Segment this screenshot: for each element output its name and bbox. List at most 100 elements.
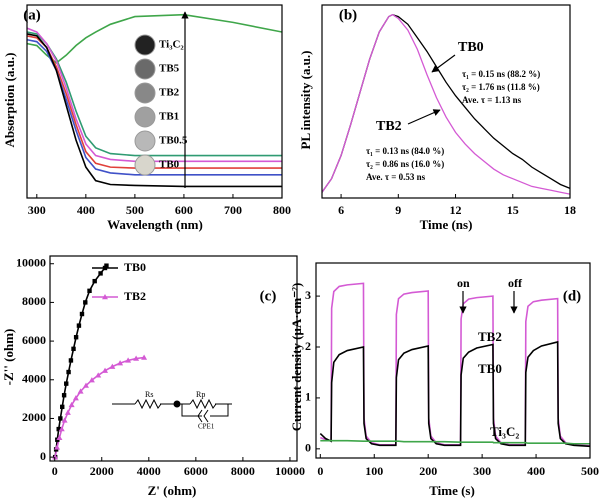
x-tick-label: 100: [365, 464, 383, 478]
sample-swatch: [134, 34, 156, 56]
y-tick-label: 4000: [22, 372, 46, 386]
marker: [76, 323, 82, 328]
marker: [88, 377, 95, 383]
annotation: τ₁ = 0.15 ns (88.2 %): [462, 69, 540, 79]
circuit-label: Rs: [145, 390, 153, 399]
marker: [133, 355, 140, 361]
x-tick-label: 800: [273, 203, 291, 217]
marker: [66, 369, 71, 375]
sample-swatch: [134, 154, 156, 176]
plot-area: [319, 282, 590, 448]
plot-frame: [315, 262, 591, 459]
series-line: [322, 13, 570, 193]
series-line: [27, 38, 282, 176]
marker: [64, 409, 71, 415]
circuit-inset: [112, 398, 232, 423]
marker: [52, 454, 59, 460]
marker: [104, 263, 109, 268]
y-axis-label: -Z'' (ohm): [1, 329, 16, 386]
legend-label: TB1: [159, 111, 179, 123]
marker: [125, 357, 132, 363]
arrow: [407, 109, 441, 125]
sample-swatch: [134, 130, 156, 152]
x-tick-label: 12: [450, 203, 462, 217]
plot-area: [27, 13, 282, 188]
annotation: τ₂ = 0.86 ns (16.0 %): [366, 159, 444, 169]
marker: [141, 354, 148, 360]
marker: [61, 417, 68, 423]
marker: [87, 288, 92, 294]
marker: [79, 311, 85, 317]
marker: [58, 426, 65, 432]
circuit-label: Rp: [196, 390, 205, 399]
plot-frame: [321, 4, 571, 199]
resistor: [189, 398, 217, 410]
marker: [68, 401, 75, 408]
marker: [73, 335, 79, 340]
marker: [82, 382, 89, 388]
marker: [92, 278, 97, 284]
x-tick-label: 10000: [275, 464, 305, 478]
x-tick-label: 15: [507, 203, 519, 217]
plot-frame: [49, 255, 298, 462]
panel-label: (b): [339, 7, 357, 23]
series-line: [320, 282, 590, 447]
y-tick-label: 6000: [22, 333, 46, 347]
y-tick-label: 10000: [16, 255, 46, 269]
legend-label: TB0: [124, 260, 146, 274]
marker: [54, 444, 61, 450]
x-axis-label: Time (ns): [420, 217, 473, 232]
series-line: [322, 13, 570, 195]
x-tick-label: 300: [28, 203, 46, 217]
marker: [83, 300, 88, 305]
y-tick-label: 3: [305, 288, 311, 302]
legend-marker: [102, 265, 108, 271]
legend-label: TB2: [159, 87, 180, 99]
marker: [102, 367, 109, 373]
y-tick-label: 1: [305, 390, 311, 404]
series-line: [27, 33, 282, 188]
x-tick-label: 8000: [231, 464, 255, 478]
x-tick-label: 500: [581, 464, 599, 478]
sample-swatch: [134, 82, 156, 104]
annotation: TB0: [478, 361, 502, 376]
series-line: [27, 27, 282, 163]
marker: [77, 388, 84, 394]
plot-frame: [26, 4, 283, 199]
x-axis-label: Time (s): [429, 483, 475, 498]
marker: [109, 363, 116, 369]
x-tick-label: 18: [564, 203, 576, 217]
marker: [56, 434, 63, 440]
panel-label: (c): [260, 288, 277, 304]
y-tick-label: 0: [305, 441, 311, 455]
x-tick-label: 0: [52, 464, 58, 478]
y-tick-label: 8000: [22, 294, 46, 308]
marker: [98, 271, 103, 276]
y-axis-label: Current density (μA·cm⁻²): [289, 283, 304, 432]
annotation: τ₁ = 0.13 ns (84.0 %): [366, 146, 444, 156]
x-tick-label: 0: [317, 464, 323, 478]
x-axis-label: Z' (ohm): [148, 483, 197, 498]
marker: [60, 404, 65, 410]
y-axis-label: Absorption (a.u.): [2, 53, 17, 148]
marker: [72, 395, 79, 401]
marker: [95, 372, 102, 378]
x-tick-label: 6000: [184, 464, 208, 478]
annotation: Ave. τ = 0.53 ns: [366, 172, 426, 182]
x-tick-label: 4000: [137, 464, 161, 478]
legend-label: TB2: [124, 289, 146, 303]
node: [173, 400, 181, 408]
x-tick-label: 9: [395, 203, 401, 217]
resistor: [134, 398, 162, 410]
legend-label: TB0.5: [159, 135, 188, 147]
x-axis-label: Wavelength (nm): [107, 217, 203, 232]
plot-area: [322, 13, 570, 195]
arrow: [431, 54, 456, 73]
annotation: Ti₃C₂: [490, 424, 519, 439]
panel-label: (a): [23, 7, 41, 23]
x-tick-label: 700: [224, 203, 242, 217]
y-axis-label: PL intensity (a.u.): [298, 51, 313, 150]
legend-label: TB0: [159, 159, 180, 171]
x-tick-label: 500: [126, 203, 144, 217]
